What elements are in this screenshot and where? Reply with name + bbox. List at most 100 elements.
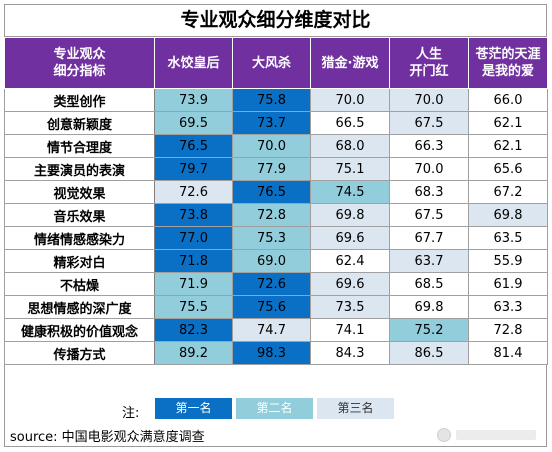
value-cell: 76.5 bbox=[154, 134, 233, 158]
legend-rank3: 第三名 bbox=[317, 398, 394, 419]
value-cell: 70.0 bbox=[310, 88, 390, 112]
table-row: 创意新颖度 69.5 73.7 66.5 67.5 62.1 bbox=[4, 111, 548, 135]
value-cell: 79.7 bbox=[154, 157, 233, 181]
value-cell: 66.3 bbox=[389, 134, 469, 158]
value-cell: 75.5 bbox=[154, 295, 233, 319]
value-cell: 55.9 bbox=[468, 249, 548, 273]
header-film-4: 人生 开门红 bbox=[389, 37, 469, 89]
value-cell: 67.7 bbox=[389, 226, 469, 250]
value-cell: 63.3 bbox=[468, 295, 548, 319]
value-cell: 73.7 bbox=[232, 111, 311, 135]
header-film-2-line: 大风杀 bbox=[251, 55, 291, 71]
value-cell: 65.6 bbox=[468, 157, 548, 181]
row-label: 类型创作 bbox=[4, 88, 155, 112]
value-cell: 68.5 bbox=[389, 272, 469, 296]
header-film-2: 大风杀 bbox=[232, 37, 311, 89]
table-header: 专业观众 细分指标 水饺皇后 大风杀 猎金·游戏 人生 开门红 苍茫的天涯 是我的爱 bbox=[4, 37, 548, 89]
value-cell: 70.0 bbox=[389, 88, 469, 112]
value-cell: 62.4 bbox=[310, 249, 390, 273]
value-cell: 67.5 bbox=[389, 203, 469, 227]
table-body: 类型创作 73.9 75.8 70.0 70.0 66.0 创意新颖度 69.5 73.7 66.… bbox=[4, 88, 548, 365]
value-cell: 72.6 bbox=[154, 180, 233, 204]
row-label: 情绪情感感染力 bbox=[4, 226, 155, 250]
table-row: 主要演员的表演 79.7 77.9 75.1 70.0 65.6 bbox=[4, 157, 548, 181]
header-film-3-line: 猎金·游戏 bbox=[321, 55, 379, 71]
value-cell: 89.2 bbox=[154, 341, 233, 365]
value-cell: 81.4 bbox=[468, 341, 548, 365]
value-cell: 75.6 bbox=[232, 295, 311, 319]
header-film-5: 苍茫的天涯 是我的爱 bbox=[468, 37, 548, 89]
row-label: 健康积极的价值观念 bbox=[4, 318, 155, 342]
value-cell: 67.5 bbox=[389, 111, 469, 135]
value-cell: 72.6 bbox=[232, 272, 311, 296]
value-cell: 69.0 bbox=[232, 249, 311, 273]
value-cell: 75.8 bbox=[232, 88, 311, 112]
value-cell: 84.3 bbox=[310, 341, 390, 365]
legend-note: 注: bbox=[122, 406, 140, 421]
value-cell: 69.6 bbox=[310, 226, 390, 250]
value-cell: 68.3 bbox=[389, 180, 469, 204]
header-film-1: 水饺皇后 bbox=[154, 37, 233, 89]
row-label: 传播方式 bbox=[4, 341, 155, 365]
header-corner: 专业观众 细分指标 bbox=[4, 37, 155, 89]
row-label: 情节合理度 bbox=[4, 134, 155, 158]
header-film-5-line: 是我的爱 bbox=[481, 64, 534, 79]
value-cell: 63.7 bbox=[389, 249, 469, 273]
row-label: 主要演员的表演 bbox=[4, 157, 155, 181]
header-row: 专业观众 细分指标 水饺皇后 大风杀 猎金·游戏 人生 开门红 苍茫的天涯 是我的爱 bbox=[4, 37, 548, 89]
row-label: 不枯燥 bbox=[4, 272, 155, 296]
value-cell: 76.5 bbox=[232, 180, 311, 204]
table-row: 不枯燥 71.9 72.6 69.6 68.5 61.9 bbox=[4, 272, 548, 296]
table-row: 思想情感的深广度 75.5 75.6 73.5 69.8 63.3 bbox=[4, 295, 548, 319]
value-cell: 62.1 bbox=[468, 134, 548, 158]
table-row: 传播方式 89.2 98.3 84.3 86.5 81.4 bbox=[4, 341, 548, 365]
value-cell: 74.7 bbox=[232, 318, 311, 342]
legend-rank1: 第一名 bbox=[155, 398, 232, 419]
value-cell: 75.2 bbox=[389, 318, 469, 342]
value-cell: 71.9 bbox=[154, 272, 233, 296]
value-cell: 66.5 bbox=[310, 111, 390, 135]
header-film-4-line: 开门红 bbox=[409, 64, 449, 79]
value-cell: 77.9 bbox=[232, 157, 311, 181]
value-cell: 73.5 bbox=[310, 295, 390, 319]
chart-title: 专业观众细分维度对比 bbox=[4, 4, 547, 37]
header-film-4-line: 人生 bbox=[415, 47, 442, 62]
value-cell: 63.5 bbox=[468, 226, 548, 250]
table-row: 情绪情感感染力 77.0 75.3 69.6 67.7 63.5 bbox=[4, 226, 548, 250]
table-row: 健康积极的价值观念 82.3 74.7 74.1 75.2 72.8 bbox=[4, 318, 548, 342]
value-cell: 62.1 bbox=[468, 111, 548, 135]
header-film-1-line: 水饺皇后 bbox=[167, 55, 220, 71]
value-cell: 70.0 bbox=[232, 134, 311, 158]
value-cell: 75.3 bbox=[232, 226, 311, 250]
header-film-5-line: 苍茫的天涯 bbox=[475, 47, 541, 62]
value-cell: 66.0 bbox=[468, 88, 548, 112]
table-row: 音乐效果 73.8 72.8 69.8 67.5 69.8 bbox=[4, 203, 548, 227]
value-cell: 98.3 bbox=[232, 341, 311, 365]
value-cell: 86.5 bbox=[389, 341, 469, 365]
value-cell: 69.8 bbox=[310, 203, 390, 227]
value-cell: 69.8 bbox=[468, 203, 548, 227]
value-cell: 73.8 bbox=[154, 203, 233, 227]
row-label: 精彩对白 bbox=[4, 249, 155, 273]
value-cell: 77.0 bbox=[154, 226, 233, 250]
value-cell: 61.9 bbox=[468, 272, 548, 296]
value-cell: 74.5 bbox=[310, 180, 390, 204]
header-film-3: 猎金·游戏 bbox=[310, 37, 390, 89]
row-label: 音乐效果 bbox=[4, 203, 155, 227]
table-row: 精彩对白 71.8 69.0 62.4 63.7 55.9 bbox=[4, 249, 548, 273]
table-row: 情节合理度 76.5 70.0 68.0 66.3 62.1 bbox=[4, 134, 548, 158]
value-cell: 67.2 bbox=[468, 180, 548, 204]
value-cell: 82.3 bbox=[154, 318, 233, 342]
comparison-table: 专业观众 细分指标 水饺皇后 大风杀 猎金·游戏 人生 开门红 苍茫的天涯 是我的爱 类型创作 7… bbox=[4, 37, 548, 365]
header-corner-line: 细分指标 bbox=[53, 64, 106, 79]
value-cell: 69.8 bbox=[389, 295, 469, 319]
value-cell: 72.8 bbox=[468, 318, 548, 342]
value-cell: 72.8 bbox=[232, 203, 311, 227]
value-cell: 71.8 bbox=[154, 249, 233, 273]
value-cell: 69.5 bbox=[154, 111, 233, 135]
value-cell: 70.0 bbox=[389, 157, 469, 181]
table-row: 视觉效果 72.6 76.5 74.5 68.3 67.2 bbox=[4, 180, 548, 204]
row-label: 视觉效果 bbox=[4, 180, 155, 204]
source-note: source: 中国电影观众满意度调查 bbox=[10, 430, 205, 445]
legend: 注: 第一名 第二名 第三名 bbox=[4, 396, 547, 423]
